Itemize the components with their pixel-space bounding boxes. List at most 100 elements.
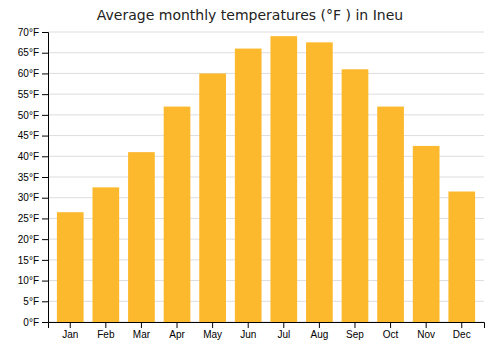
tick: Sep: [346, 322, 364, 340]
tick-label: Nov: [417, 329, 435, 340]
tick-mark: [42, 156, 48, 157]
tick-label: Oct: [383, 329, 399, 340]
grid-line: [48, 94, 484, 95]
tick-mark: [177, 322, 178, 328]
tick: Dec: [453, 322, 471, 340]
bar: [377, 107, 404, 322]
tick-label: 15°F: [18, 255, 39, 266]
tick-label: Jan: [62, 329, 78, 340]
tick-label: 60°F: [18, 68, 39, 79]
tick-label: Jun: [240, 329, 256, 340]
tick-label: May: [203, 329, 222, 340]
tick-mark: [42, 136, 48, 137]
tick-label: 45°F: [18, 130, 39, 141]
tick-mark: [141, 322, 142, 328]
bar: [164, 107, 191, 322]
tick-label: 50°F: [18, 110, 39, 121]
tick: 0°F: [23, 317, 48, 328]
tick-mark: [105, 322, 106, 328]
title: Average monthly temperatures (°F ) in In…: [97, 7, 403, 23]
x-axis: Jan Feb Mar Apr May Jun Jul Aug Sep Oct Nov Dec: [49, 322, 485, 340]
tick-label: Mar: [133, 329, 151, 340]
tick: Jan: [62, 322, 78, 340]
tick-mark: [42, 301, 48, 302]
tick-mark: [461, 322, 462, 328]
tick: Oct: [383, 322, 399, 340]
tick-label: 10°F: [18, 275, 39, 286]
grid-line: [48, 114, 484, 115]
tick-label: 20°F: [18, 234, 39, 245]
tick: 15°F: [18, 255, 48, 266]
plot: 0°F 5°F 10°F 15°F 20°F 25°F 30°F 35°F 40°F 45°F 50…: [18, 27, 485, 340]
tick-mark: [42, 94, 48, 95]
grid-line: [48, 135, 484, 136]
grid-line: [48, 52, 484, 53]
y-axis: 0°F 5°F 10°F 15°F 20°F 25°F 30°F 35°F 40°F 45°F 50…: [18, 27, 49, 328]
tick-mark: [42, 73, 48, 74]
bars: [57, 36, 475, 322]
tick-mark: [42, 281, 48, 282]
tick-mark: [42, 198, 48, 199]
tick-mark: [283, 322, 284, 328]
tick: May: [203, 322, 222, 340]
tick-label: 5°F: [23, 296, 39, 307]
tick-mark: [319, 322, 320, 328]
tick-mark: [70, 322, 71, 328]
tick: Mar: [133, 322, 151, 340]
tick-mark: [212, 322, 213, 328]
tick-label: 65°F: [18, 47, 39, 58]
tick: 35°F: [18, 172, 48, 183]
tick-label: Feb: [97, 329, 115, 340]
tick-mark: [354, 322, 355, 328]
axis-line: [42, 33, 49, 323]
bar: [413, 146, 440, 322]
tick: Jul: [277, 322, 290, 340]
tick-mark: [42, 115, 48, 116]
bar: [306, 42, 333, 322]
tick-label: 30°F: [18, 192, 39, 203]
tick-mark: [42, 260, 48, 261]
tick: 20°F: [18, 234, 48, 245]
tick-mark: [42, 177, 48, 178]
chart: Average monthly temperatures (°F ) in In…: [0, 0, 500, 350]
grid: [48, 32, 484, 322]
bar: [92, 187, 119, 322]
tick: 50°F: [18, 110, 48, 121]
tick: 55°F: [18, 89, 48, 100]
tick-mark: [248, 322, 249, 328]
tick-mark: [42, 218, 48, 219]
bar: [235, 49, 262, 322]
tick-label: 25°F: [18, 213, 39, 224]
axis-line: [49, 323, 485, 329]
bar: [448, 192, 475, 323]
tick: 60°F: [18, 68, 48, 79]
tick: 5°F: [23, 296, 48, 307]
tick: Jun: [240, 322, 256, 340]
tick: Apr: [169, 322, 185, 340]
tick-label: Sep: [346, 329, 364, 340]
tick: Aug: [310, 322, 328, 340]
tick-mark: [42, 239, 48, 240]
bar: [199, 73, 226, 322]
tick-label: Apr: [169, 329, 185, 340]
tick-label: Dec: [453, 329, 471, 340]
tick: Nov: [417, 322, 435, 340]
grid-line: [48, 73, 484, 74]
tick: Feb: [97, 322, 115, 340]
tick: 25°F: [18, 213, 48, 224]
bar: [57, 212, 84, 322]
bar: [342, 69, 369, 322]
tick: 40°F: [18, 151, 48, 162]
bar: [270, 36, 297, 322]
tick-label: 70°F: [18, 27, 39, 38]
tick-mark: [42, 322, 48, 323]
tick-label: Jul: [277, 329, 290, 340]
tick-mark: [390, 322, 391, 328]
tick-label: 55°F: [18, 89, 39, 100]
tick: 10°F: [18, 275, 48, 286]
tick: 70°F: [18, 27, 48, 38]
grid-line: [48, 32, 484, 33]
tick-label: 40°F: [18, 151, 39, 162]
tick: 30°F: [18, 192, 48, 203]
tick-label: Aug: [310, 329, 328, 340]
